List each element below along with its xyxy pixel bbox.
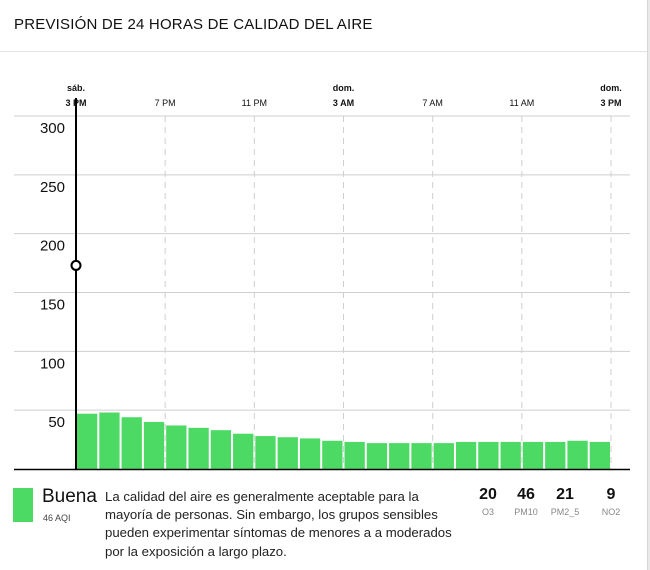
aqi-bar [210,430,232,469]
aqi-bar [255,436,276,469]
pollutant-pm10: 46 PM10 [506,486,546,517]
y-tick-label: 300 [40,120,65,137]
aqi-bar [99,412,120,469]
aqi-bar [299,438,321,469]
aqi-description: La calidad del aire es generalmente acep… [105,489,452,559]
x-tick-time: 7 AM [422,98,443,108]
aqi-category-swatch [13,488,33,522]
pollutant-name: PM10 [514,507,538,517]
aqi-forecast-chart[interactable]: 50 100 150 200 250 300 sáb. 3 PM 7 PM 11 PM dom. 3 … [0,52,647,482]
aqi-bar [500,441,521,469]
pollutant-name: O3 [481,507,494,517]
x-tick-day: dom. [333,83,355,93]
aqi-bar [322,440,343,469]
y-tick-label: 50 [48,414,65,431]
aqi-bar [567,440,588,469]
aqi-bar [344,441,365,469]
x-tick-time: 3 AM [333,98,354,108]
aqi-bar [455,441,477,469]
aqi-bar [166,425,187,469]
aqi-bar [589,441,610,469]
aqi-bar [545,441,566,469]
aqi-bar [366,443,388,469]
y-tick-label: 150 [40,297,65,314]
pollutant-value: 20 [479,486,497,503]
aqi-bar [433,443,454,469]
pollutant-name: NO2 [601,507,621,517]
x-tick-time: 11 AM [509,98,534,108]
pollutant-no2: 9 NO2 [591,486,631,517]
aqi-bar [233,433,254,469]
x-tick-time: 3 PM [600,98,621,108]
aqi-bar [389,443,410,469]
x-tick-time: 11 PM [242,98,267,108]
aqi-category-label: Buena [42,486,97,507]
aqi-bar [188,427,209,469]
pollutant-pm2-5: 21 PM2_5 [545,486,585,517]
cursor-handle [70,259,82,271]
y-tick-label: 250 [40,179,65,196]
aqi-bar [411,443,432,469]
x-tick-day: dom. [600,83,622,93]
x-tick-day: sáb. [67,83,85,93]
aqi-bar [143,421,165,469]
pollutant-value: 46 [517,486,535,503]
y-tick-label: 200 [40,238,65,255]
pollutant-value: 9 [606,486,616,503]
page-title: PREVISIÓN DE 24 HORAS DE CALIDAD DEL AIR… [14,16,373,33]
aqi-value-label: 46 AQI [43,513,71,523]
y-tick-label: 100 [40,355,65,372]
pollutant-o3: 20 O3 [468,486,508,517]
aqi-bar [77,413,98,469]
aqi-bar [478,441,499,469]
aqi-bar [277,437,298,469]
x-tick-time: 7 PM [155,98,176,108]
pollutant-name: PM2_5 [550,507,580,517]
aqi-bar [121,417,142,469]
pollutant-value: 21 [556,486,574,503]
aqi-summary: Buena 46 AQI La calidad del aire es gene… [0,482,647,570]
aqi-bar [522,441,544,469]
card-header: PREVISIÓN DE 24 HORAS DE CALIDAD DEL AIR… [0,0,647,52]
